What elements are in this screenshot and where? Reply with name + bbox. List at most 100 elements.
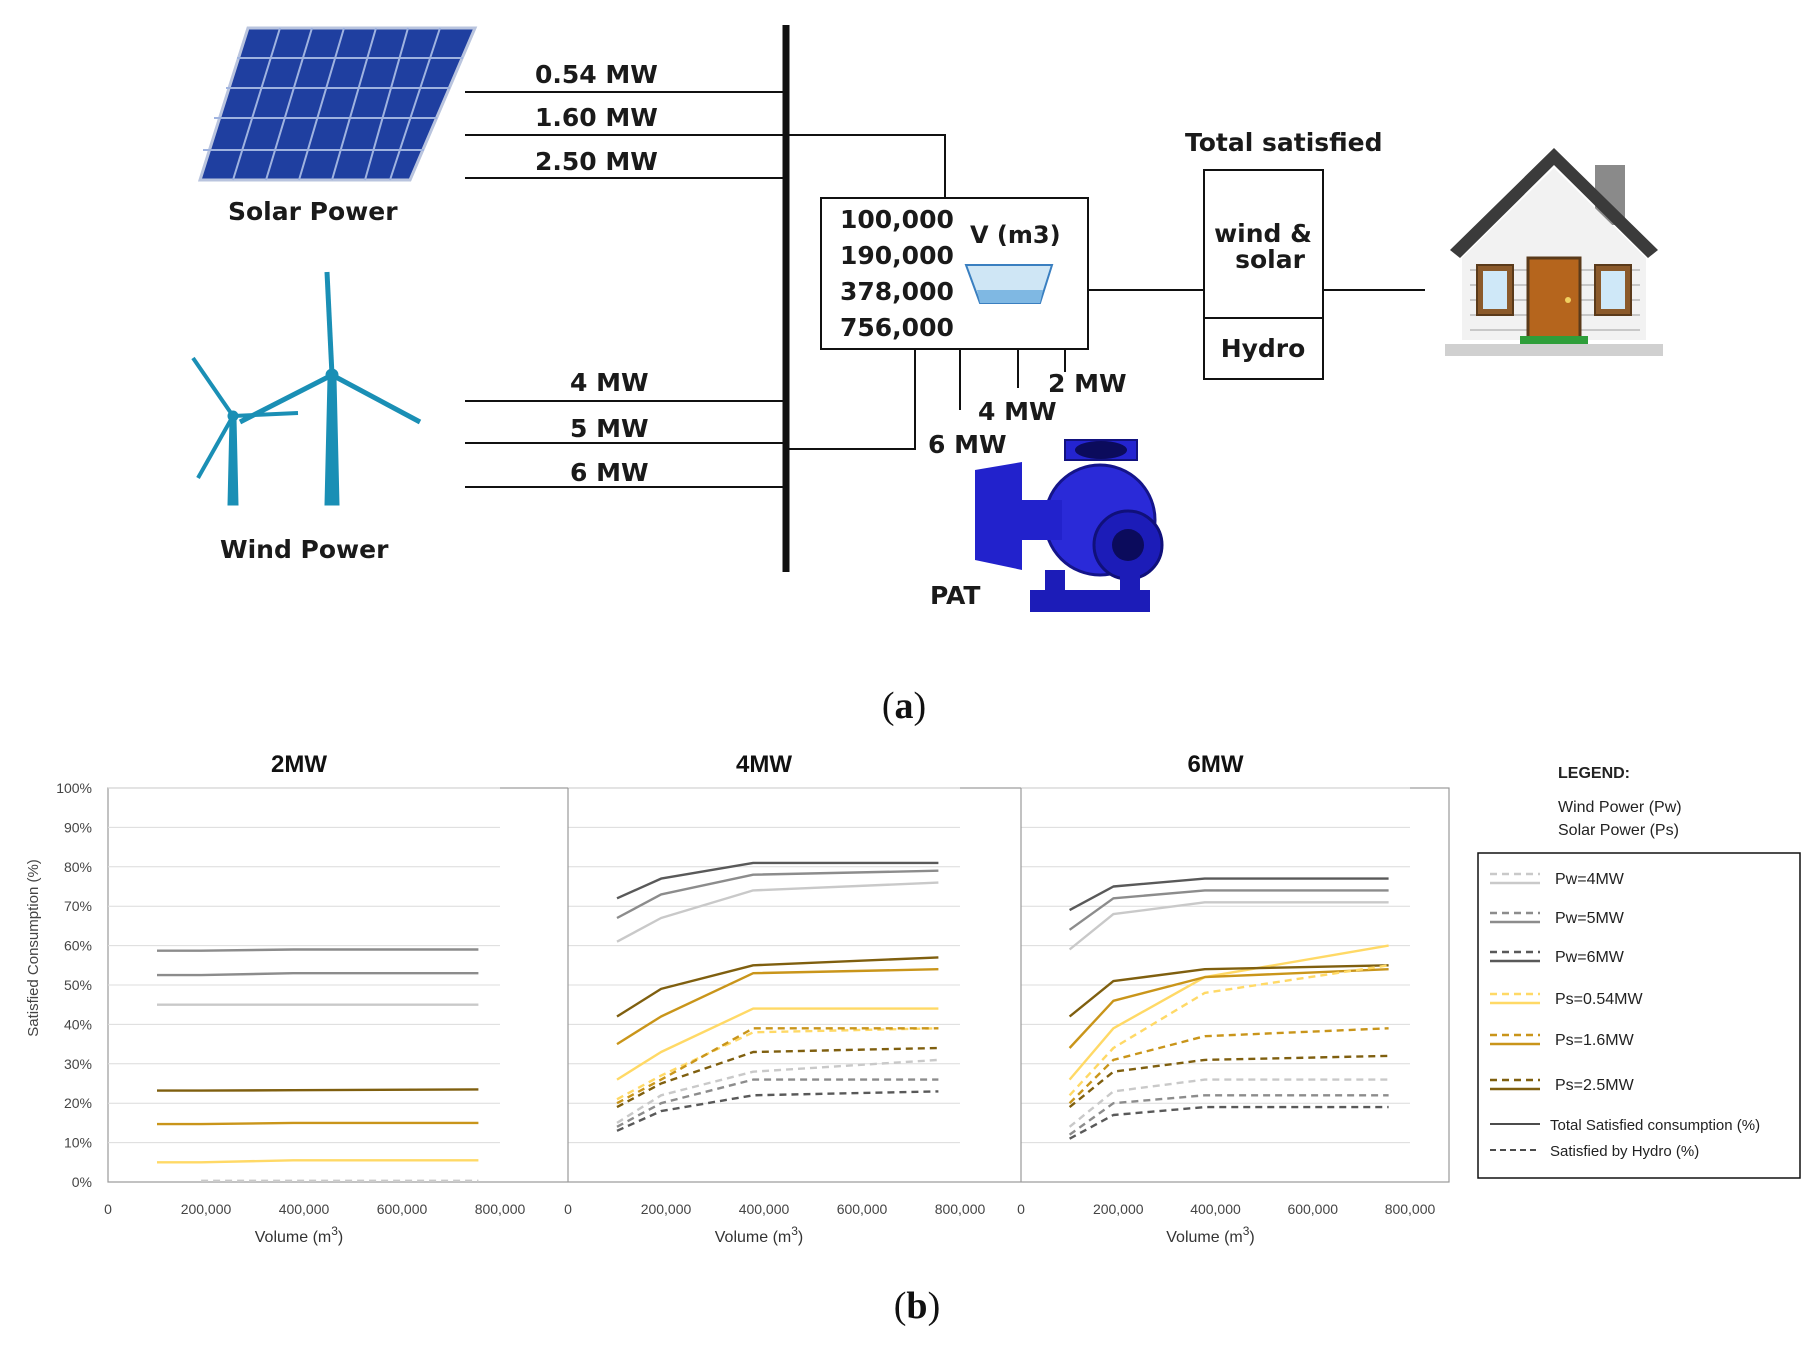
wind-option-1: 5 MW — [570, 414, 649, 443]
series-line-total — [157, 1088, 479, 1092]
series-line-hydro — [616, 1090, 939, 1132]
chart-title: 4MW — [736, 751, 792, 778]
y-tick-label: 40% — [64, 1016, 92, 1032]
pat-connections — [959, 349, 1066, 410]
pat-label: PAT — [930, 581, 981, 610]
x-axis-label: Volume (m3) — [715, 1224, 803, 1246]
series-line-total — [157, 1121, 479, 1126]
series-line-hydro — [1068, 1054, 1389, 1109]
wind-turbine-icon — [191, 271, 422, 506]
series-line-total — [1069, 877, 1389, 912]
y-tick-label: 50% — [64, 977, 92, 993]
legend-subtitle-wind: Wind Power (Pw) — [1558, 799, 1682, 816]
legend: LEGEND: Wind Power (Pw) Solar Power (Ps)… — [1477, 765, 1801, 1179]
y-tick-label: 20% — [64, 1095, 92, 1111]
wind-power-label: Wind Power — [220, 535, 389, 564]
x-tick-label: 600,000 — [1287, 1201, 1338, 1217]
house-icon — [1445, 148, 1663, 356]
y-tick-label: 90% — [64, 819, 92, 835]
x-tick-label: 200,000 — [641, 1201, 692, 1217]
legend-hydro-label: Satisfied by Hydro (%) — [1550, 1143, 1699, 1160]
x-axis-label: Volume (m3) — [1166, 1224, 1254, 1246]
system-diagram: Solar Power Wind Power 0.54 MW 1.60 MW 2… — [191, 25, 1663, 727]
volume-option-3: 756,000 — [840, 313, 954, 342]
legend-total-label: Total Satisfied consumption (%) — [1550, 1117, 1760, 1134]
wind-option-2: 6 MW — [570, 458, 649, 487]
x-tick-label: 800,000 — [475, 1201, 526, 1217]
wind-solar-label-2: solar — [1235, 245, 1305, 274]
chart-title: 2MW — [271, 751, 327, 778]
series-line-hydro — [616, 1046, 939, 1109]
x-tick-label: 0 — [564, 1201, 572, 1217]
series-line-hydro — [616, 1078, 939, 1128]
volume-label: V (m3) — [970, 221, 1061, 249]
series-line-hydro — [1069, 1105, 1389, 1140]
series-line-total — [616, 956, 939, 1018]
series-line-total — [1068, 968, 1389, 1049]
y-tick-label: 10% — [64, 1135, 92, 1151]
series-line-hydro — [616, 1027, 939, 1105]
x-tick-label: 800,000 — [935, 1201, 986, 1217]
pat-option-0: 2 MW — [1048, 369, 1127, 398]
x-tick-label: 400,000 — [279, 1201, 330, 1217]
caption-b: (b) — [894, 1285, 940, 1327]
series-line-hydro — [1068, 964, 1389, 1097]
legend-item-label: Pw=4MW — [1555, 871, 1625, 888]
series-line-hydro — [1068, 1078, 1389, 1128]
legend-box — [1477, 852, 1801, 1179]
pump-icon — [975, 439, 1164, 612]
legend-item-label: Ps=0.54MW — [1555, 991, 1643, 1008]
reservoir-icon — [964, 264, 1054, 304]
solar-option-1: 1.60 MW — [535, 103, 658, 132]
solar-option-0: 0.54 MW — [535, 60, 658, 89]
wind-solar-label-1: wind & — [1214, 219, 1312, 248]
x-tick-label: 400,000 — [1190, 1201, 1241, 1217]
series-line-hydro — [616, 1058, 939, 1124]
volume-option-1: 190,000 — [840, 241, 954, 270]
pat-option-2: 6 MW — [928, 430, 1007, 459]
y-tick-label: 80% — [64, 859, 92, 875]
series-line-total — [1068, 944, 1389, 1081]
y-tick-label: 70% — [64, 898, 92, 914]
x-tick-label: 0 — [1017, 1201, 1025, 1217]
series-line-hydro — [1068, 1027, 1389, 1105]
charts-group: Satisfied Consumption (%) 0% 10% 20% 30% 40%… — [25, 751, 1450, 1246]
x-tick-label: 200,000 — [181, 1201, 232, 1217]
solar-option-2: 2.50 MW — [535, 147, 658, 176]
pat-option-1: 4 MW — [978, 397, 1057, 426]
y-tick-label: 100% — [56, 780, 92, 796]
series-line-total — [616, 881, 939, 943]
solar-connections — [465, 91, 946, 198]
x-tick-label: 400,000 — [739, 1201, 790, 1217]
series-line-total — [616, 968, 939, 1046]
x-axis-label: Volume (m3) — [255, 1224, 343, 1246]
legend-item-label: Ps=2.5MW — [1555, 1077, 1635, 1094]
x-tick-label: 600,000 — [377, 1201, 428, 1217]
solar-power-label: Solar Power — [228, 197, 398, 226]
legend-item-label: Ps=1.6MW — [1555, 1032, 1635, 1049]
series-line-total — [1068, 901, 1389, 951]
legend-item-label: Pw=5MW — [1555, 910, 1625, 927]
legend-title: LEGEND: — [1558, 765, 1630, 782]
x-tick-label: 0 — [104, 1201, 112, 1217]
x-tick-label: 800,000 — [1385, 1201, 1436, 1217]
wind-connections — [465, 349, 916, 488]
series-line-total — [157, 948, 479, 952]
volume-option-2: 378,000 — [840, 277, 954, 306]
y-axis-label: Satisfied Consumption (%) — [25, 859, 42, 1037]
series-line-total — [616, 1007, 939, 1081]
y-tick-label: 0% — [72, 1174, 92, 1190]
y-tick-label: 60% — [64, 938, 92, 954]
total-satisfied-label: Total satisfied — [1185, 128, 1383, 157]
series-line-total — [1068, 964, 1389, 1018]
series-line-hydro — [1068, 1094, 1389, 1136]
series-line-total — [616, 869, 939, 920]
legend-subtitle-solar: Solar Power (Ps) — [1558, 822, 1679, 839]
series-line-total — [1068, 889, 1389, 931]
x-tick-label: 600,000 — [837, 1201, 888, 1217]
total-satisfied-box — [1203, 169, 1324, 380]
volume-option-0: 100,000 — [840, 205, 954, 234]
solar-panel-icon — [197, 26, 478, 182]
series-line-total — [157, 972, 479, 977]
